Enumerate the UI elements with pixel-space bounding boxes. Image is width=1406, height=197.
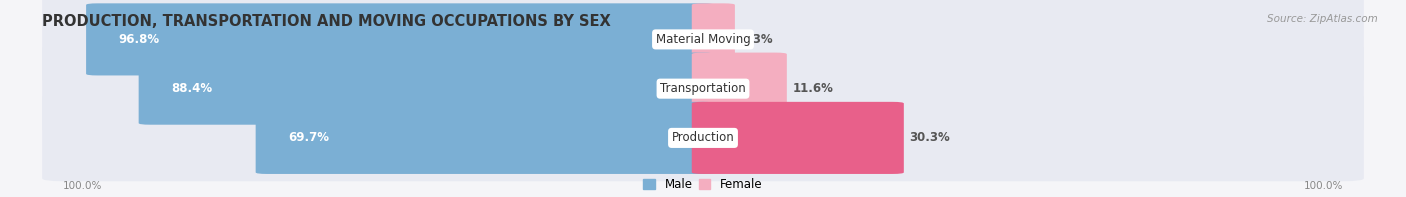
Legend: Male, Female: Male, Female xyxy=(644,178,762,191)
Text: 100.0%: 100.0% xyxy=(63,181,103,191)
FancyBboxPatch shape xyxy=(692,53,787,125)
Text: Material Moving: Material Moving xyxy=(655,33,751,46)
Text: Source: ZipAtlas.com: Source: ZipAtlas.com xyxy=(1267,14,1378,24)
Text: 96.8%: 96.8% xyxy=(118,33,159,46)
Text: Transportation: Transportation xyxy=(661,82,745,95)
Text: 11.6%: 11.6% xyxy=(793,82,834,95)
FancyBboxPatch shape xyxy=(692,102,904,174)
Text: Production: Production xyxy=(672,131,734,144)
FancyBboxPatch shape xyxy=(256,102,714,174)
Text: 100.0%: 100.0% xyxy=(1303,181,1343,191)
Text: 88.4%: 88.4% xyxy=(172,82,212,95)
FancyBboxPatch shape xyxy=(42,95,1364,181)
FancyBboxPatch shape xyxy=(42,0,1364,83)
FancyBboxPatch shape xyxy=(86,3,714,75)
FancyBboxPatch shape xyxy=(42,45,1364,132)
Text: 30.3%: 30.3% xyxy=(910,131,950,144)
Text: PRODUCTION, TRANSPORTATION AND MOVING OCCUPATIONS BY SEX: PRODUCTION, TRANSPORTATION AND MOVING OC… xyxy=(42,14,612,29)
Text: 3.3%: 3.3% xyxy=(741,33,773,46)
FancyBboxPatch shape xyxy=(692,3,735,75)
FancyBboxPatch shape xyxy=(139,53,714,125)
Text: 69.7%: 69.7% xyxy=(288,131,329,144)
